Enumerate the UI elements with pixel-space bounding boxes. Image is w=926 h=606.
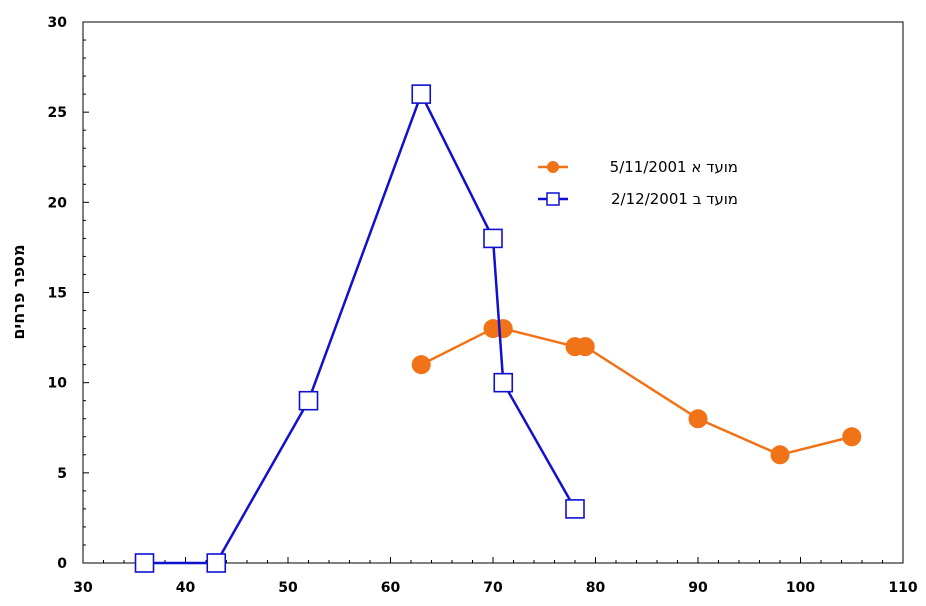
legend-marker xyxy=(546,192,560,206)
data-point xyxy=(411,84,432,104)
plot-area xyxy=(82,21,904,564)
data-point xyxy=(411,355,431,375)
y-tick-label: 10 xyxy=(48,376,68,392)
data-point xyxy=(575,337,595,357)
y-tick-label: 5 xyxy=(57,466,67,482)
x-tick-label: 50 xyxy=(278,580,298,596)
legend-label: מועד א 5/11/2001 xyxy=(610,158,738,176)
legend-item-1: מועד א 5/11/2001 xyxy=(538,158,738,176)
series-layer xyxy=(134,84,862,573)
data-point xyxy=(688,409,708,429)
data-point xyxy=(842,427,862,447)
x-tick-label: 90 xyxy=(688,580,708,596)
axes: 30 40 50 60 70 80 90 100 110 0 5 10 15 20 25 30 xyxy=(48,15,918,596)
legend-item-2: מועד ב 2/12/2001 xyxy=(538,190,738,208)
x-tick-label: 70 xyxy=(483,580,503,596)
legend-label: מועד ב 2/12/2001 xyxy=(611,190,738,208)
data-point xyxy=(134,553,155,573)
y-tick-label: 25 xyxy=(48,105,67,121)
x-tick-label: 100 xyxy=(786,580,815,596)
data-point xyxy=(493,372,514,393)
data-point xyxy=(493,319,513,339)
data-point xyxy=(298,390,319,411)
x-tick-label: 60 xyxy=(381,580,401,596)
x-tick-label: 110 xyxy=(888,580,917,596)
x-tick-label: 40 xyxy=(176,580,196,596)
y-tick-label: 0 xyxy=(57,556,67,572)
y-tick-label: 20 xyxy=(48,195,68,211)
data-point xyxy=(483,228,503,249)
legend: מועד א 5/11/2001 מועד ב 2/12/2001 xyxy=(538,158,738,208)
x-tick-label: 80 xyxy=(586,580,606,596)
y-tick-label: 15 xyxy=(48,286,67,302)
series-2 xyxy=(134,84,585,573)
y-tick-label: 30 xyxy=(48,15,68,31)
data-point xyxy=(206,553,227,573)
data-point xyxy=(565,499,585,519)
x-tick-label: 30 xyxy=(73,580,93,596)
data-point xyxy=(770,445,790,465)
legend-marker xyxy=(547,161,559,173)
y-axis-title: מספר פרחים xyxy=(9,244,28,339)
series-1 xyxy=(411,319,862,465)
